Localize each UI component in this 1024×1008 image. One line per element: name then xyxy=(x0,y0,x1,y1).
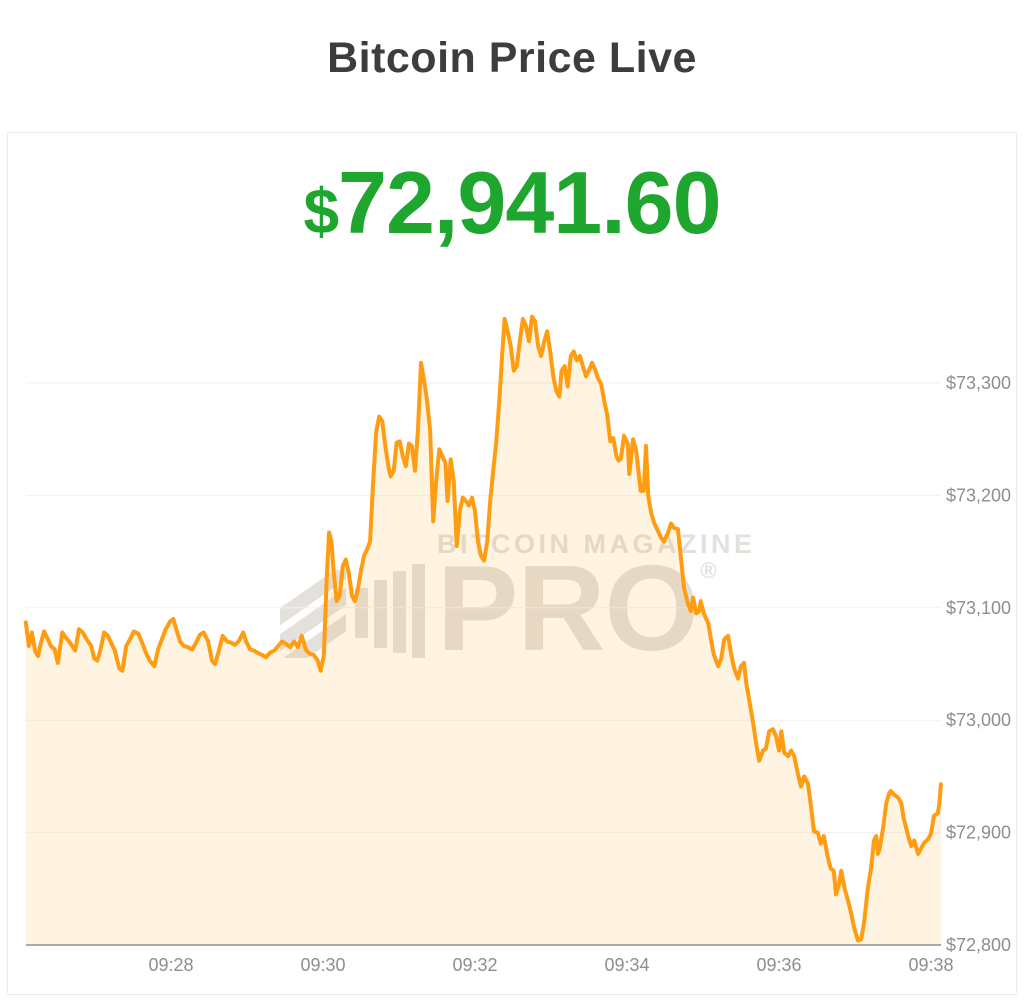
x-tick-label: 09:32 xyxy=(452,955,497,975)
registered-trademark-icon: ® xyxy=(700,558,716,583)
price-line xyxy=(23,314,943,943)
y-tick-label: $73,000 xyxy=(946,710,1011,730)
chart-area: BITCOIN MAGAZINE PRO ® $72,800$72,900$73… xyxy=(8,133,1016,994)
y-tick-label: $73,200 xyxy=(946,485,1011,505)
price-area-fill xyxy=(25,316,941,945)
x-tick-label: 09:30 xyxy=(300,955,345,975)
x-tick-label: 09:34 xyxy=(604,955,649,975)
series xyxy=(23,314,943,945)
page-title: Bitcoin Price Live xyxy=(327,34,697,82)
watermark-logo xyxy=(280,563,425,658)
y-tick-label: $73,100 xyxy=(946,598,1011,618)
currency-symbol: $ xyxy=(303,175,339,247)
candlestick-bars-icon xyxy=(355,563,425,658)
y-tick-label: $72,900 xyxy=(946,823,1011,843)
y-tick-label: $72,800 xyxy=(946,935,1011,955)
gridlines xyxy=(26,382,941,834)
price-chart: $72,800 $72,900 $73,000 $73,100 $73,200 $73,3… xyxy=(23,314,1011,975)
x-tick-label: 09:38 xyxy=(908,955,953,975)
axes: $72,800 $72,900 $73,000 $73,100 $73,200 $73,3… xyxy=(26,373,1011,975)
x-tick-label: 09:28 xyxy=(148,955,193,975)
y-tick-label: $73,300 xyxy=(946,373,1011,393)
price-value: 72,941.60 xyxy=(338,153,721,252)
chart-card: BITCOIN MAGAZINE PRO ® $72,800$72,900$73… xyxy=(7,132,1017,995)
x-tick-label: 09:36 xyxy=(756,955,801,975)
live-price: $72,941.60 xyxy=(8,159,1016,247)
